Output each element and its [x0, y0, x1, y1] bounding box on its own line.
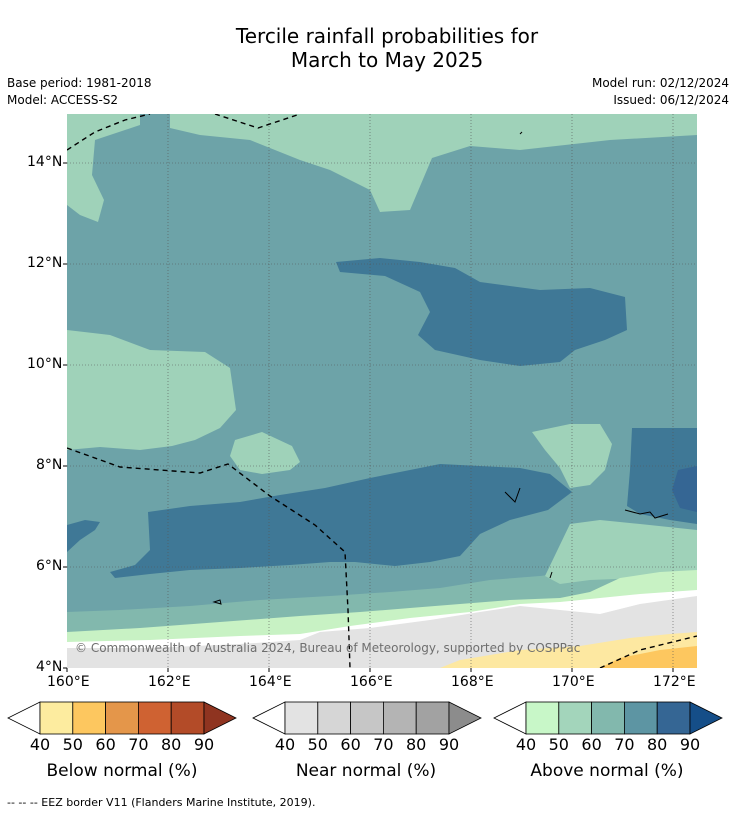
below-colorbar-tick-label: 40 — [29, 735, 51, 754]
near-colorbar-max-arrow — [448, 701, 482, 735]
region-above-80-west-edge — [67, 520, 100, 552]
region-above-80-north — [336, 258, 627, 366]
gridlines — [67, 114, 697, 668]
below-colorbar-tick-label: 50 — [62, 735, 83, 754]
lon-label-170e: 170°E — [552, 674, 595, 690]
title-line-1: Tercile rainfall probabilities for — [235, 24, 539, 48]
region-above-80-south — [110, 464, 572, 578]
map-fill — [67, 114, 697, 668]
lon-label-162e: 162°E — [148, 674, 191, 690]
region-above-50-southeast — [545, 520, 697, 584]
region-above-50-northwest — [67, 114, 140, 222]
meta-right: Model run: 02/12/2024 Issued: 06/12/2024 — [592, 75, 729, 109]
islands — [212, 131, 669, 605]
above-colorbar-tick-label: 80 — [647, 735, 668, 754]
above-colorbar-min-arrow — [493, 701, 527, 735]
model-label: Model: ACCESS-S2 — [7, 93, 119, 107]
above-colorbar-tick-label: 40 — [515, 735, 537, 754]
below-colorbar-segment — [137, 701, 172, 735]
below-colorbar-segment — [39, 701, 74, 735]
colorbar-near-title: Near normal (%) — [295, 761, 437, 781]
below-colorbar-segment — [105, 701, 139, 735]
near-colorbar-tick-label: 90 — [438, 735, 460, 754]
above-colorbar-segment — [525, 701, 560, 735]
near-colorbar-min-arrow — [252, 701, 286, 735]
colorbar-below-title: Below normal (%) — [46, 761, 198, 781]
lat-label-6n: 6°N — [36, 558, 63, 574]
lon-label-164e: 164°E — [249, 674, 292, 690]
above-colorbar-tick-label: 90 — [679, 735, 701, 754]
issued-label: Issued: 06/12/2024 — [613, 93, 729, 107]
above-colorbar-tick-label: 70 — [614, 735, 635, 754]
near-colorbar-tick-label: 70 — [373, 735, 394, 754]
below-colorbar-tick-label: 80 — [161, 735, 182, 754]
below-colorbar-tick-label: 60 — [95, 735, 116, 754]
copyright-text: © Commonwealth of Australia 2024, Bureau… — [75, 641, 581, 655]
below-colorbar-segment — [72, 701, 107, 735]
below-colorbar-segment — [170, 701, 205, 735]
region-above-50-blob — [230, 432, 300, 474]
chart-title: Tercile rainfall probabilities for March… — [0, 24, 736, 72]
lat-label-12n: 12°N — [27, 255, 63, 271]
lon-label-168e: 168°E — [451, 674, 494, 690]
above-colorbar-segment — [591, 701, 625, 735]
near-colorbar-segment — [317, 701, 351, 735]
lat-label-10n: 10°N — [27, 356, 63, 372]
above-colorbar-tick-label: 50 — [548, 735, 569, 754]
near-colorbar-tick-label: 40 — [274, 735, 296, 754]
above-colorbar-segment — [558, 701, 592, 735]
region-above-80-east-core — [672, 466, 697, 512]
below-colorbar-tick-label: 70 — [128, 735, 149, 754]
lon-label-166e: 166°E — [350, 674, 393, 690]
near-colorbar-segment — [382, 701, 417, 735]
lon-label-160e: 160°E — [47, 674, 90, 690]
region-above-50-north — [170, 114, 697, 212]
below-colorbar-tick-label: 90 — [193, 735, 215, 754]
probability-map — [63, 114, 697, 672]
above-colorbar-tick-label: 60 — [581, 735, 602, 754]
title-line-2: March to May 2025 — [290, 48, 484, 72]
region-above-50-west — [67, 330, 236, 450]
eez-footnote: -- -- -- EEZ border V11 (Flanders Marine… — [7, 796, 316, 809]
below-colorbar-max-arrow — [203, 701, 237, 735]
near-colorbar-segment — [350, 701, 384, 735]
near-colorbar-segment — [284, 701, 319, 735]
near-colorbar-tick-label: 60 — [340, 735, 361, 754]
above-colorbar-max-arrow — [689, 701, 723, 735]
base-period-label: Base period: 1981-2018 — [7, 76, 152, 90]
colorbar-above-title: Above normal (%) — [530, 761, 684, 781]
above-colorbar-segment — [656, 701, 691, 735]
near-colorbar-tick-label: 80 — [406, 735, 427, 754]
lat-label-8n: 8°N — [36, 457, 63, 473]
lat-label-14n: 14°N — [27, 154, 63, 170]
colorbar-above — [493, 701, 723, 735]
above-colorbar-segment — [624, 701, 658, 735]
lat-label-4n: 4°N — [36, 659, 63, 675]
near-colorbar-segment — [415, 701, 450, 735]
colorbars — [7, 701, 723, 735]
below-colorbar-min-arrow — [7, 701, 41, 735]
meta-left: Base period: 1981-2018 Model: ACCESS-S2 — [7, 75, 152, 109]
lon-label-172e: 172°E — [653, 674, 696, 690]
colorbar-below — [7, 701, 237, 735]
colorbar-near — [252, 701, 482, 735]
model-run-label: Model run: 02/12/2024 — [591, 76, 729, 90]
axis-ticks — [63, 162, 674, 672]
near-colorbar-tick-label: 50 — [307, 735, 328, 754]
eez-borders — [67, 114, 697, 668]
